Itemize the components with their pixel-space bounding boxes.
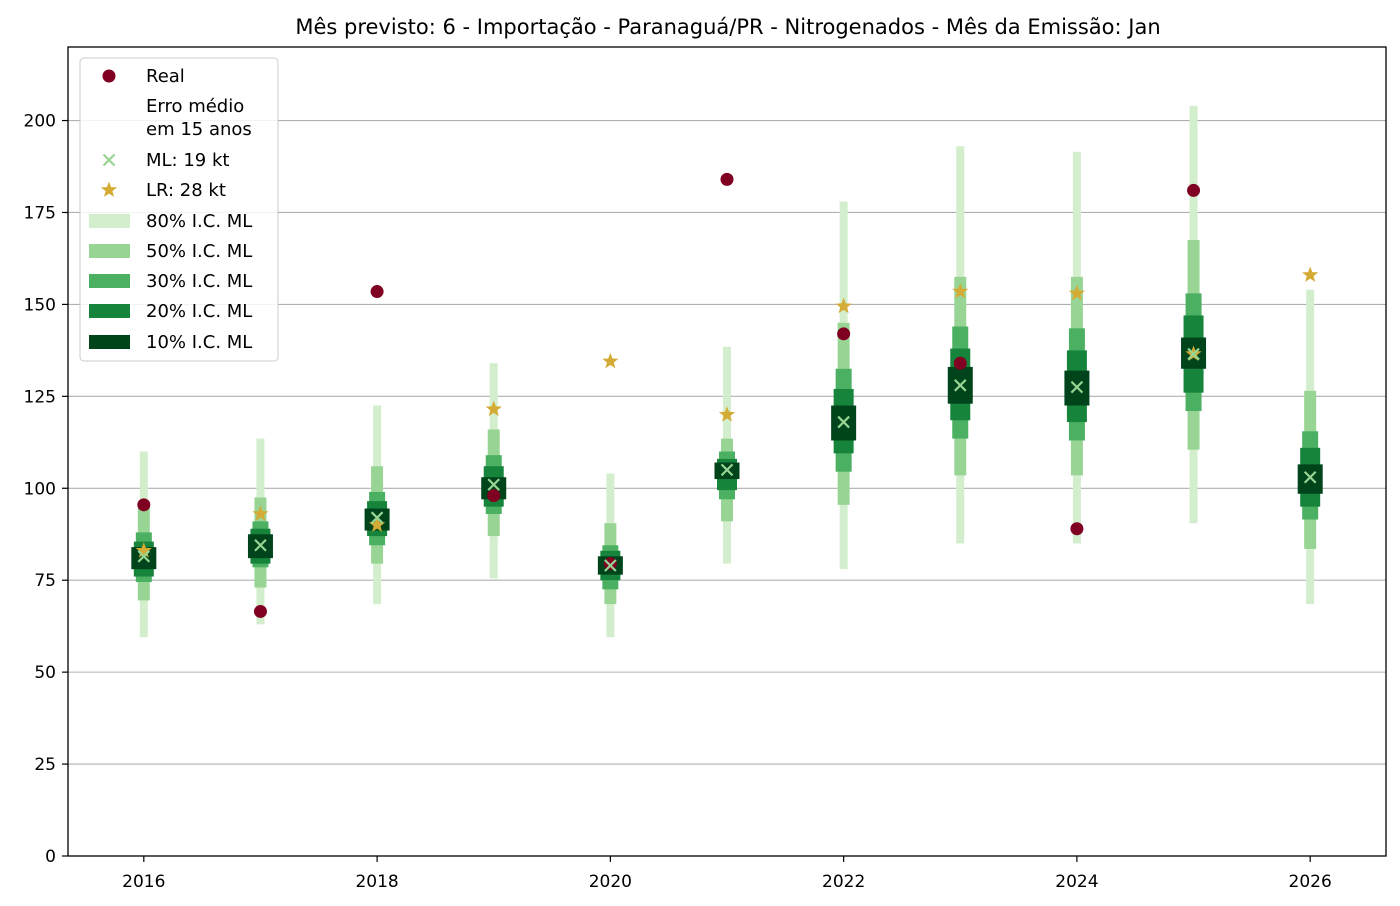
legend-marker-ci20 bbox=[89, 304, 130, 318]
y-tick-label-125: 125 bbox=[24, 387, 56, 407]
lr-point-2026 bbox=[1302, 266, 1319, 282]
ci10-band-2026 bbox=[1297, 464, 1323, 494]
legend-label-erro: Erro médio em 15 anos bbox=[146, 96, 252, 140]
legend-marker-ml bbox=[102, 153, 116, 167]
lr-point-2020 bbox=[602, 352, 619, 369]
lr-point-2017 bbox=[252, 505, 269, 521]
legend: Real Erro médio em 15 anos ML: 19 kt LR: 28 … bbox=[79, 57, 279, 362]
x-tick-label-2020: 2020 bbox=[589, 872, 632, 892]
legend-item-ci20: 20% I.C. ML bbox=[89, 301, 252, 322]
grid-lines bbox=[68, 119, 1386, 765]
axes: 0 25 50 75 100 125 150 175 200 2016 2018 2020 2022 20… bbox=[24, 112, 1332, 892]
legend-label-ci50: 50% I.C. ML bbox=[146, 241, 252, 262]
legend-marker-real bbox=[102, 69, 116, 83]
legend-item-real: Real bbox=[102, 66, 185, 87]
legend-marker-ci30 bbox=[89, 274, 130, 288]
real-point-2024 bbox=[1070, 522, 1084, 536]
legend-item-ci80: 80% I.C. ML bbox=[89, 211, 252, 232]
real-point-2021 bbox=[720, 172, 734, 186]
y-tick-label-200: 200 bbox=[24, 112, 56, 132]
real-point-2020 bbox=[603, 557, 617, 571]
legend-item-ci10: 10% I.C. ML bbox=[89, 332, 252, 353]
ml-point-2024 bbox=[1070, 380, 1084, 394]
lr-point-2018 bbox=[369, 516, 386, 532]
data-points bbox=[135, 172, 1319, 618]
ml-point-2022 bbox=[837, 415, 850, 429]
x-tick-label-2016: 2016 bbox=[122, 872, 165, 892]
lr-point-2023 bbox=[952, 283, 969, 299]
legend-item-ci30: 30% I.C. ML bbox=[89, 271, 252, 292]
real-point-2022 bbox=[837, 327, 851, 341]
real-point-2018 bbox=[370, 285, 384, 299]
lr-point-2022 bbox=[835, 297, 852, 314]
legend-item-ml: ML: 19 kt bbox=[102, 150, 229, 171]
lr-point-2024 bbox=[1068, 284, 1085, 301]
legend-label-ci30: 30% I.C. ML bbox=[146, 271, 252, 292]
legend-item-ci50: 50% I.C. ML bbox=[89, 241, 252, 262]
ml-point-2016 bbox=[137, 550, 151, 563]
ci10-band-2019 bbox=[481, 477, 507, 500]
x-tick-label-2024: 2024 bbox=[1055, 872, 1098, 892]
legend-marker-ci80 bbox=[89, 214, 130, 228]
x-tick-label-2022: 2022 bbox=[822, 872, 865, 892]
legend-marker-ci10 bbox=[89, 335, 130, 349]
real-point-2016 bbox=[137, 498, 151, 512]
legend-label-real: Real bbox=[146, 66, 185, 87]
ml-point-2020 bbox=[604, 559, 617, 572]
legend-marker-lr bbox=[100, 181, 118, 197]
ml-point-2023 bbox=[953, 379, 967, 392]
real-point-2025 bbox=[1187, 183, 1201, 197]
plot-frame bbox=[67, 46, 1387, 857]
chart-title: Mês previsto: 6 - Importação - Paranaguá… bbox=[295, 15, 1160, 39]
legend-marker-ci50 bbox=[89, 244, 130, 258]
lr-point-2016 bbox=[135, 542, 152, 558]
real-point-2017 bbox=[253, 604, 267, 618]
y-tick-label-75: 75 bbox=[34, 571, 56, 591]
y-tick-label-100: 100 bbox=[24, 479, 56, 499]
ci10-band-2016 bbox=[131, 547, 157, 570]
ml-point-2018 bbox=[370, 511, 384, 524]
ml-point-2017 bbox=[254, 538, 267, 552]
legend-label-ci10: 10% I.C. ML bbox=[146, 332, 252, 353]
y-tick-label-175: 175 bbox=[24, 203, 56, 223]
legend-item-lr: LR: 28 kt bbox=[100, 180, 226, 201]
lr-point-2019 bbox=[485, 400, 502, 417]
legend-item-erro: Erro médio em 15 anos bbox=[146, 96, 252, 140]
y-tick-label-150: 150 bbox=[24, 295, 56, 315]
ml-point-2021 bbox=[720, 463, 734, 477]
ml-point-2019 bbox=[487, 478, 501, 491]
y-tick-label-25: 25 bbox=[34, 755, 56, 775]
ml-point-2025 bbox=[1187, 347, 1200, 361]
legend-label-ci20: 20% I.C. ML bbox=[146, 301, 252, 322]
legend-label-lr: LR: 28 kt bbox=[146, 180, 226, 201]
x-tick-label-2018: 2018 bbox=[355, 872, 398, 892]
y-tick-label-50: 50 bbox=[34, 663, 56, 683]
legend-label-ci80: 80% I.C. ML bbox=[146, 211, 252, 232]
real-point-2023 bbox=[953, 356, 967, 370]
lr-point-2021 bbox=[718, 406, 736, 422]
ml-point-2026 bbox=[1303, 470, 1317, 484]
y-tick-label-0: 0 bbox=[45, 847, 56, 867]
legend-label-ml: ML: 19 kt bbox=[146, 150, 229, 171]
x-tick-label-2026: 2026 bbox=[1289, 872, 1332, 892]
real-point-2019 bbox=[487, 489, 501, 503]
